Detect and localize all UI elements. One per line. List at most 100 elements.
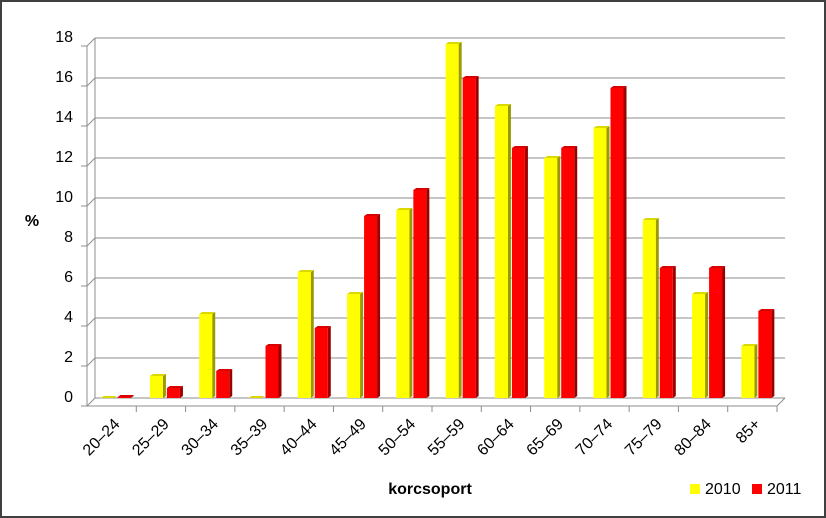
x-axis-side: [776, 397, 786, 407]
bar-top: [149, 374, 166, 376]
bar-top: [413, 188, 430, 190]
bar: [347, 294, 361, 398]
bar-side: [327, 326, 331, 398]
bar-side: [278, 344, 282, 398]
bar-top: [265, 344, 282, 346]
bar: [117, 397, 131, 398]
y-tick-label: 12: [55, 149, 73, 166]
bar: [758, 311, 772, 398]
bar: [741, 346, 755, 398]
bar: [297, 272, 311, 398]
bar: [610, 88, 624, 398]
bar-side: [754, 344, 758, 398]
bar: [642, 220, 656, 398]
bar-top: [758, 309, 775, 311]
bar-side: [557, 156, 561, 398]
y-tick-label: 8: [64, 229, 73, 246]
bar: [364, 216, 378, 398]
bar: [709, 268, 723, 398]
bar-top: [544, 156, 561, 158]
bar-side: [655, 218, 659, 398]
bar: [216, 371, 230, 398]
grid-line-side: [86, 357, 96, 367]
bar-side: [377, 214, 381, 398]
bar-side: [574, 146, 578, 398]
bar-top: [166, 386, 183, 388]
bar-side: [458, 42, 462, 398]
bar: [561, 148, 575, 398]
bar-side: [360, 292, 364, 398]
bar-top: [642, 218, 659, 220]
bar: [149, 376, 163, 398]
legend-label: 2010: [705, 481, 741, 498]
grid-line-side: [86, 157, 96, 167]
bar: [413, 190, 427, 398]
bar: [314, 328, 328, 398]
bar-top: [100, 396, 117, 398]
bar-top: [445, 42, 462, 44]
y-tick-label: 18: [55, 29, 73, 46]
bar-side: [162, 374, 166, 398]
y-axis-title: %: [25, 213, 39, 230]
y-tick-label: 0: [64, 389, 73, 406]
bar-side: [130, 395, 134, 398]
bar-top: [692, 292, 709, 294]
bar-side: [507, 104, 511, 398]
bar: [462, 78, 476, 398]
bar-top: [396, 208, 413, 210]
bar-top: [297, 270, 314, 272]
y-tick-label: 10: [55, 189, 73, 206]
grid-line-side: [86, 197, 96, 207]
x-axis-title: korcsoport: [388, 481, 472, 498]
bar-top: [494, 104, 511, 106]
bar: [199, 314, 213, 398]
bar-side: [771, 309, 775, 398]
bar-top: [199, 312, 216, 314]
bar-top: [561, 146, 578, 148]
y-tick-label: 2: [64, 349, 73, 366]
bar-side: [606, 126, 610, 398]
bar-top: [347, 292, 364, 294]
grid-line-side: [86, 117, 96, 127]
bar-top: [314, 326, 331, 328]
y-tick-label: 14: [55, 109, 73, 126]
bar-side: [310, 270, 314, 398]
bar-top: [610, 86, 627, 88]
y-tick-label: 4: [64, 309, 73, 326]
bar-side: [623, 86, 627, 398]
y-tick-label: 16: [55, 69, 73, 86]
bar-side: [179, 386, 183, 398]
legend-label: 2011: [767, 481, 802, 498]
bar-side: [409, 208, 413, 398]
grid-line-side: [86, 317, 96, 327]
bar-side: [229, 369, 233, 398]
bar-top: [709, 266, 726, 268]
bar-top: [248, 396, 265, 398]
bar-side: [722, 266, 726, 398]
bar: [166, 388, 180, 398]
bar: [494, 106, 508, 398]
bar-top: [593, 126, 610, 128]
bar-top: [659, 266, 676, 268]
bar-top: [364, 214, 381, 216]
bar: [511, 148, 525, 398]
bar: [544, 158, 558, 398]
bar-side: [212, 312, 216, 398]
bar-top: [216, 369, 233, 371]
bar: [396, 210, 410, 398]
bar-top: [511, 146, 528, 148]
legend-swatch: [690, 484, 700, 494]
bar: [265, 346, 279, 398]
bar-side: [705, 292, 709, 398]
bar-top: [117, 395, 134, 397]
bar-side: [524, 146, 528, 398]
bar-side: [426, 188, 430, 398]
bar-top: [741, 344, 758, 346]
y-tick-label: 6: [64, 269, 73, 286]
bar: [593, 128, 607, 398]
grid-line-side: [86, 77, 96, 87]
bar-side: [672, 266, 676, 398]
grid-line-side: [86, 237, 96, 247]
bar-side: [475, 76, 479, 398]
